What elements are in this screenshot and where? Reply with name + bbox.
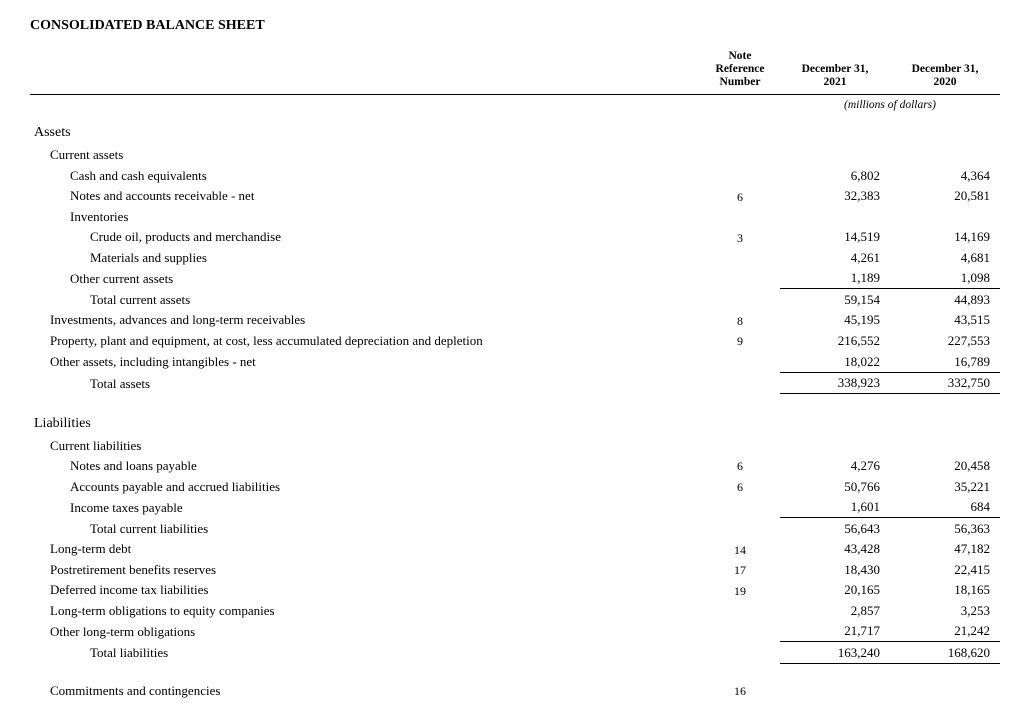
units-label: (millions of dollars) (780, 94, 1000, 116)
table-row: Other long-term obligations 21,717 21,24… (30, 621, 1000, 642)
assets-section-header: Assets (30, 116, 700, 144)
current-assets-header: Current assets (30, 145, 700, 166)
table-row: Cash and cash equivalents 6,802 4,364 (30, 165, 1000, 186)
table-row: Income taxes payable 1,601 684 (30, 497, 1000, 518)
table-row: Property, plant and equipment, at cost, … (30, 330, 1000, 351)
table-row: Commitments and contingencies 16 (30, 681, 1000, 702)
table-row: Deferred income tax liabilities 19 20,16… (30, 580, 1000, 601)
table-row: Investments, advances and long-term rece… (30, 310, 1000, 331)
table-row: Total current assets 59,154 44,893 (30, 289, 1000, 310)
col1-header: December 31,2021 (780, 48, 890, 94)
liabilities-section-header: Liabilities (30, 407, 700, 435)
page-title: CONSOLIDATED BALANCE SHEET (30, 18, 994, 34)
table-row: Long-term debt 14 43,428 47,182 (30, 539, 1000, 560)
current-liabilities-header: Current liabilities (30, 435, 700, 456)
units-row: (millions of dollars) (30, 94, 1000, 116)
table-row: Total assets 338,923 332,750 (30, 372, 1000, 394)
table-row: Notes and loans payable 6 4,276 20,458 (30, 456, 1000, 477)
table-row: Other assets, including intangibles - ne… (30, 351, 1000, 372)
column-header-row: Note Reference Number December 31,2021 D… (30, 48, 1000, 94)
table-row: Notes and accounts receivable - net 6 32… (30, 186, 1000, 207)
table-row: Crude oil, products and merchandise 3 14… (30, 227, 1000, 248)
note-header: Note Reference Number (700, 48, 780, 94)
table-row: Total liabilities 163,240 168,620 (30, 642, 1000, 664)
table-row: Accounts payable and accrued liabilities… (30, 476, 1000, 497)
commitments-row: Commitments and contingencies (30, 681, 700, 702)
table-row: Other current assets 1,189 1,098 (30, 268, 1000, 289)
table-row: Long-term obligations to equity companie… (30, 600, 1000, 621)
table-row: Total current liabilities 56,643 56,363 (30, 518, 1000, 539)
table-row: Inventories (30, 206, 1000, 227)
table-row: Postretirement benefits reserves 17 18,4… (30, 559, 1000, 580)
table-row: Materials and supplies 4,261 4,681 (30, 247, 1000, 268)
col2-header: December 31,2020 (890, 48, 1000, 94)
balance-sheet-table: Note Reference Number December 31,2021 D… (30, 48, 1000, 701)
